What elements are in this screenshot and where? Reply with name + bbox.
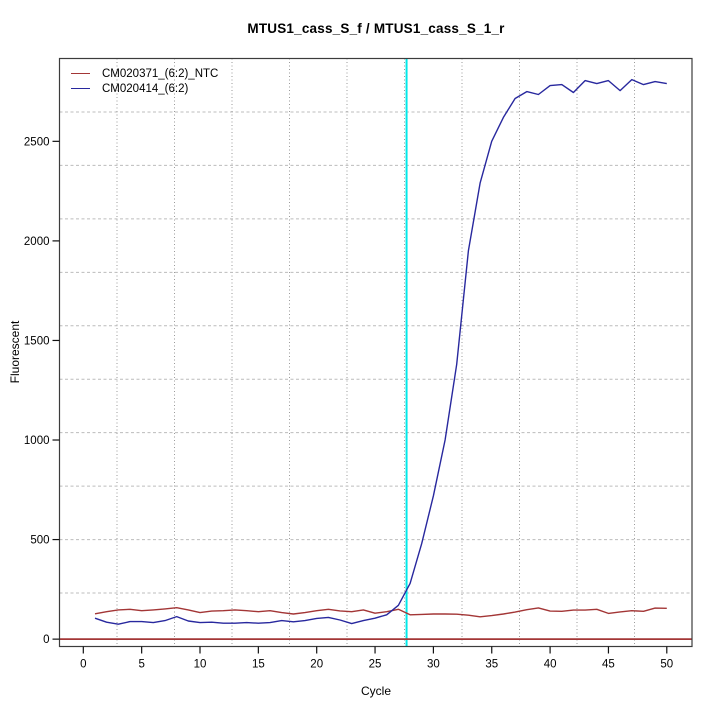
x-tick-label: 15 (252, 659, 265, 671)
y-tick-label: 0 (43, 634, 49, 646)
series-line-sample (94, 78, 667, 625)
x-tick-label: 30 (427, 659, 440, 671)
legend-item-sample: CM020414_(6:2) (71, 81, 218, 96)
legend-line-red-icon (71, 73, 90, 74)
x-tick-label: 0 (80, 659, 86, 671)
legend-item-ntc: CM020371_(6:2)_NTC (71, 66, 218, 81)
legend-label-ntc: CM020371_(6:2)_NTC (102, 67, 219, 80)
chart-title: MTUS1_cass_S_f / MTUS1_cass_S_1_r (247, 21, 505, 36)
series-line-ntc (94, 607, 667, 618)
x-tick-label: 40 (544, 659, 557, 671)
legend-label-sample: CM020414_(6:2) (102, 82, 189, 95)
x-tick-label: 50 (660, 659, 673, 671)
y-tick-label: 1500 (24, 335, 50, 347)
x-tick-label: 25 (369, 659, 382, 671)
x-tick-label: 45 (602, 659, 615, 671)
x-axis-title: Cycle (360, 684, 391, 698)
x-tick-label: 10 (194, 659, 207, 671)
legend-line-blue-icon (71, 88, 90, 89)
y-tick-label: 2500 (24, 136, 50, 148)
y-axis-title: Fluorescent (8, 320, 22, 384)
x-tick-label: 5 (138, 659, 144, 671)
y-tick-label: 2000 (24, 236, 50, 248)
x-tick-label: 20 (310, 659, 323, 671)
legend: CM020371_(6:2)_NTC CM020414_(6:2) (71, 66, 218, 96)
y-tick-label: 500 (30, 535, 49, 547)
x-tick-label: 35 (485, 659, 498, 671)
y-tick-label: 1000 (24, 435, 50, 447)
plot-border (58, 57, 693, 648)
